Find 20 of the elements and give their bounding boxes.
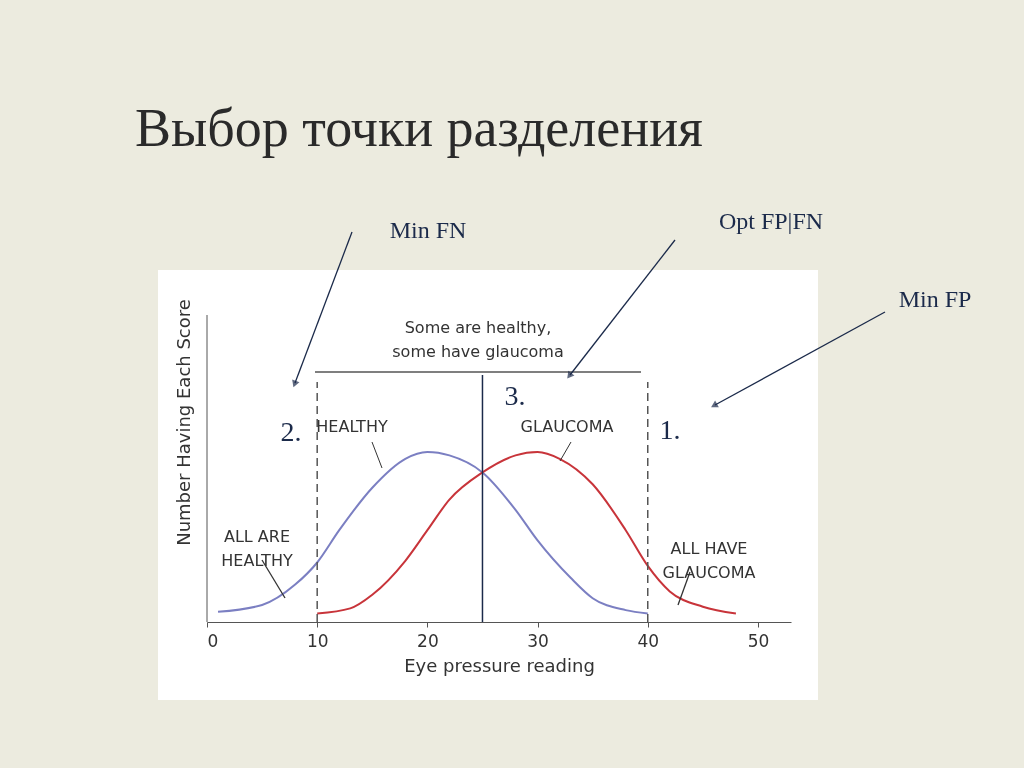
series-label: HEALTHY	[316, 417, 388, 436]
text: 2.	[280, 416, 302, 447]
x-tick-label: 0	[207, 630, 219, 651]
text: Min FP	[898, 286, 972, 312]
y-axis-title: Number Having Each Score	[172, 299, 194, 546]
x-tick-label: 50	[747, 630, 770, 651]
x-tick-label: 10	[306, 630, 329, 651]
annotation: ALL HAVE GLAUCOMA	[662, 539, 756, 582]
text: Some are healthy, some have glaucoma	[392, 318, 564, 361]
annotation: ALL ARE HEALTHY	[221, 527, 293, 570]
x-axis-title: Eye pressure reading	[404, 654, 595, 676]
text: Min FN	[389, 217, 467, 243]
text: 3.	[504, 380, 526, 411]
x-tick-label: 30	[527, 630, 549, 651]
text: Opt FP|FN	[718, 208, 824, 234]
text: 1.	[659, 414, 681, 445]
chart-title: Выбор точки разделения	[135, 98, 703, 158]
x-tick-label: 20	[417, 630, 439, 651]
series-label: GLAUCOMA	[520, 417, 614, 436]
x-tick-label: 40	[637, 630, 660, 651]
